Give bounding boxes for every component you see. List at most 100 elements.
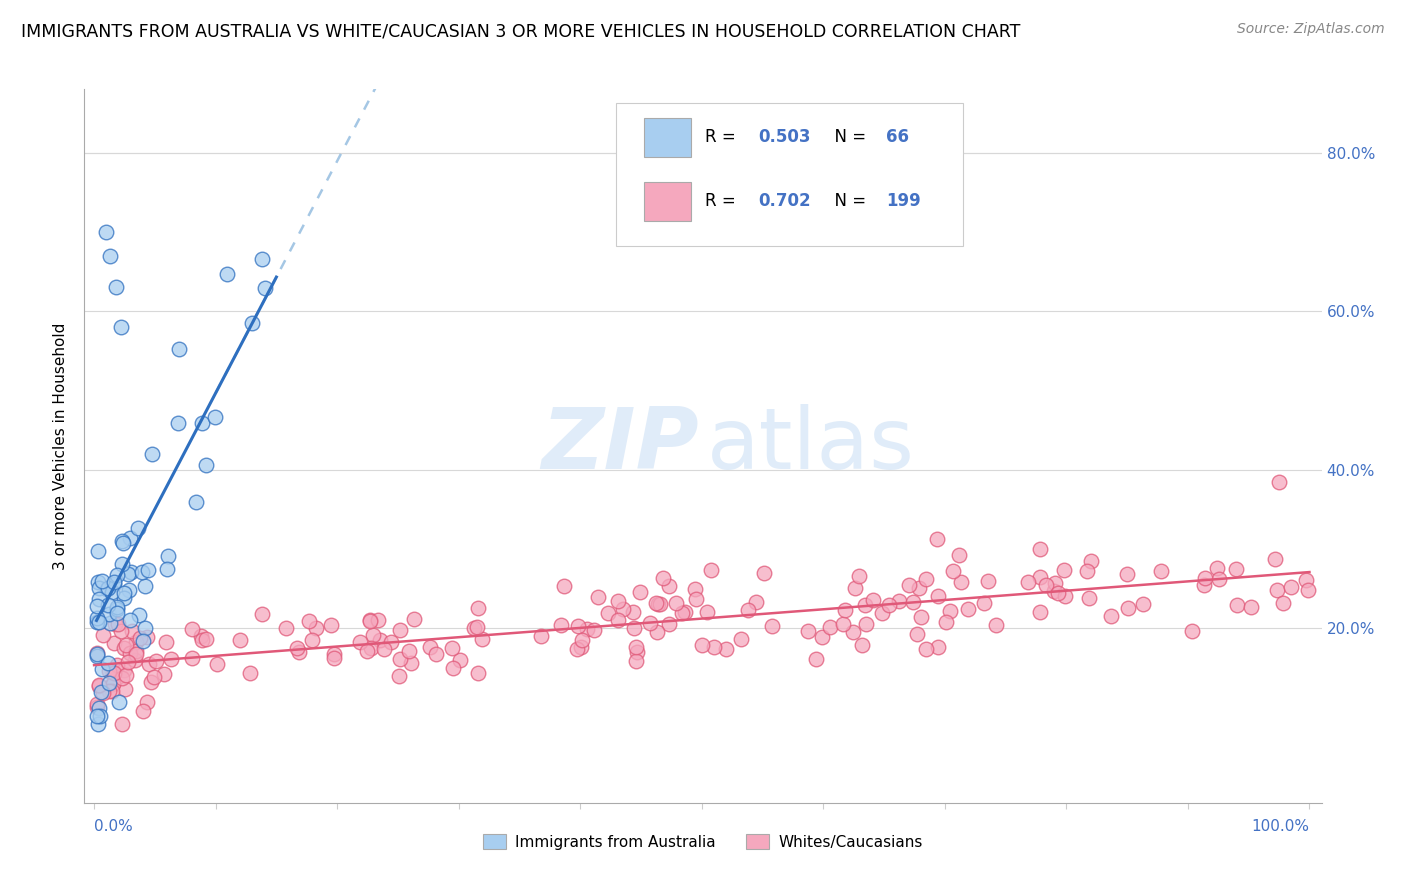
Point [117,655,139,669]
Point [908,582,931,596]
Point [104,280,127,294]
Point [628,585,651,599]
Point [977,574,1000,588]
Point [565,642,588,657]
Point [141,447,163,461]
Point [98,664,121,678]
Point [103,666,125,681]
Point [110,320,132,334]
Point [752,566,775,581]
Point [111,671,134,685]
Point [110,624,132,639]
Point [844,582,866,596]
Point [673,605,696,619]
Point [91,574,114,588]
Point [699,563,721,577]
Point [1264,551,1286,566]
Point [842,624,865,639]
Point [1225,562,1247,576]
Text: N =: N = [824,128,872,146]
Point [86,647,108,661]
Point [228,633,250,648]
Point [107,695,129,709]
Point [97,598,120,612]
Point [111,716,134,731]
Point [360,640,382,655]
Point [550,617,572,632]
Point [250,607,273,621]
Point [665,596,688,610]
Point [851,638,873,652]
Point [167,417,190,431]
Point [131,565,153,579]
Point [569,640,592,654]
Point [834,602,856,616]
Point [612,601,634,615]
Point [125,635,148,649]
Point [449,653,471,667]
Point [796,624,818,639]
Point [86,611,108,625]
Point [124,653,146,667]
Point [87,544,110,558]
Point [530,629,553,643]
Point [105,607,128,621]
Point [361,628,384,642]
Point [98,249,121,263]
Point [252,252,274,266]
Point [111,535,134,549]
Point [112,591,135,605]
Point [181,651,204,665]
Point [398,644,420,658]
Point [1150,564,1173,578]
Point [134,579,156,593]
Point [86,599,108,613]
Point [1080,554,1102,568]
Point [86,648,108,663]
Y-axis label: 3 or more Vehicles in Household: 3 or more Vehicles in Household [53,322,69,570]
Point [87,581,110,595]
Point [607,613,630,627]
Point [215,267,238,281]
Point [90,685,112,699]
Point [388,652,411,666]
Text: 0.503: 0.503 [759,128,811,146]
Bar [644,182,690,221]
Point [645,596,668,610]
Point [1076,565,1098,579]
Point [103,616,125,631]
Text: N =: N = [824,193,872,211]
Point [103,635,125,649]
Point [105,658,128,673]
Point [112,640,135,655]
Point [621,605,644,619]
Point [134,621,156,635]
Point [640,615,662,630]
Point [696,605,718,619]
Point [553,579,575,593]
Point [96,581,118,595]
Point [683,582,706,596]
Point [1045,576,1067,591]
Point [1132,597,1154,611]
Point [184,495,207,509]
Point [155,635,177,649]
Point [1192,578,1215,592]
Point [120,613,142,627]
Point [441,661,464,675]
Point [254,281,277,295]
Point [855,617,877,632]
Point [128,632,150,646]
Point [125,647,148,661]
Point [761,619,783,633]
Point [624,640,647,655]
Point [984,617,1007,632]
Point [86,700,108,714]
Point [111,558,134,572]
Text: 66: 66 [886,128,910,146]
Point [107,616,129,631]
Point [98,607,121,621]
Point [181,622,204,636]
Point [1226,599,1249,613]
Point [1296,582,1319,597]
